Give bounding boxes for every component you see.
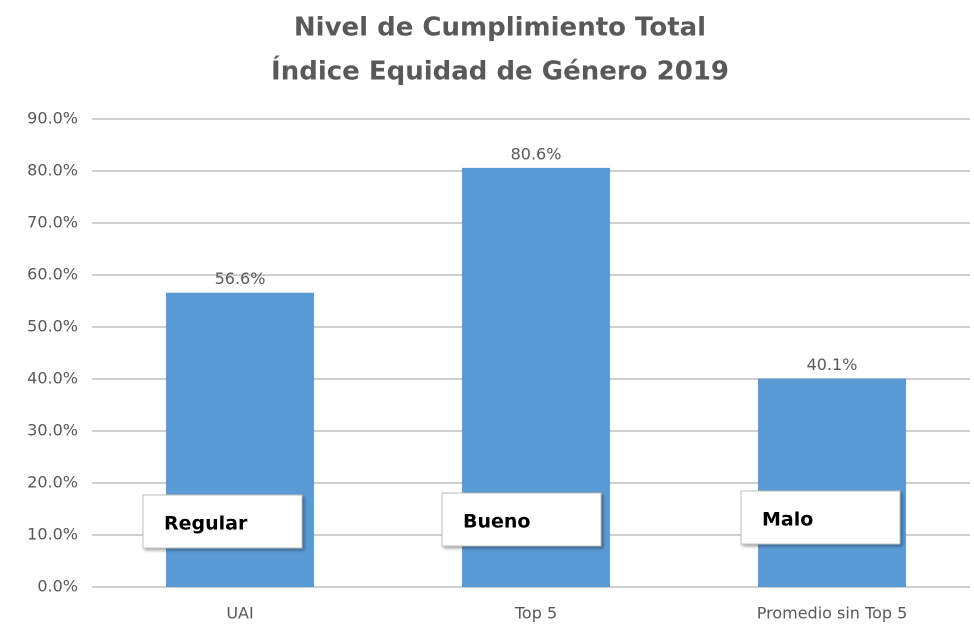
annotation-box bbox=[441, 492, 602, 547]
y-tick-label: 10.0% bbox=[27, 525, 78, 544]
y-tick-label: 80.0% bbox=[27, 161, 78, 180]
y-tick-label: 0.0% bbox=[37, 577, 78, 596]
value-label: 56.6% bbox=[215, 269, 266, 288]
y-tick-label: 30.0% bbox=[27, 421, 78, 440]
annotation: Regular bbox=[164, 513, 248, 535]
annotation: Malo bbox=[762, 509, 813, 531]
y-tick-label: 50.0% bbox=[27, 317, 78, 336]
value-label: 80.6% bbox=[511, 144, 562, 163]
y-tick-label: 60.0% bbox=[27, 265, 78, 284]
x-tick-label: Top 5 bbox=[514, 604, 557, 623]
annotation-box bbox=[142, 494, 303, 549]
chart-title: Nivel de Cumplimiento Total bbox=[294, 13, 706, 43]
chart-title: Índice Equidad de Género 2019 bbox=[271, 55, 729, 87]
bar bbox=[758, 378, 906, 587]
y-tick-label: 70.0% bbox=[27, 213, 78, 232]
value-label: 40.1% bbox=[807, 355, 858, 374]
y-tick-label: 40.0% bbox=[27, 369, 78, 388]
annotation: Bueno bbox=[463, 511, 530, 533]
annotation-box bbox=[740, 490, 901, 545]
x-tick-label: Promedio sin Top 5 bbox=[757, 604, 908, 623]
y-tick-label: 20.0% bbox=[27, 473, 78, 492]
y-tick-label: 90.0% bbox=[27, 109, 78, 128]
x-tick-label: UAI bbox=[226, 604, 253, 623]
